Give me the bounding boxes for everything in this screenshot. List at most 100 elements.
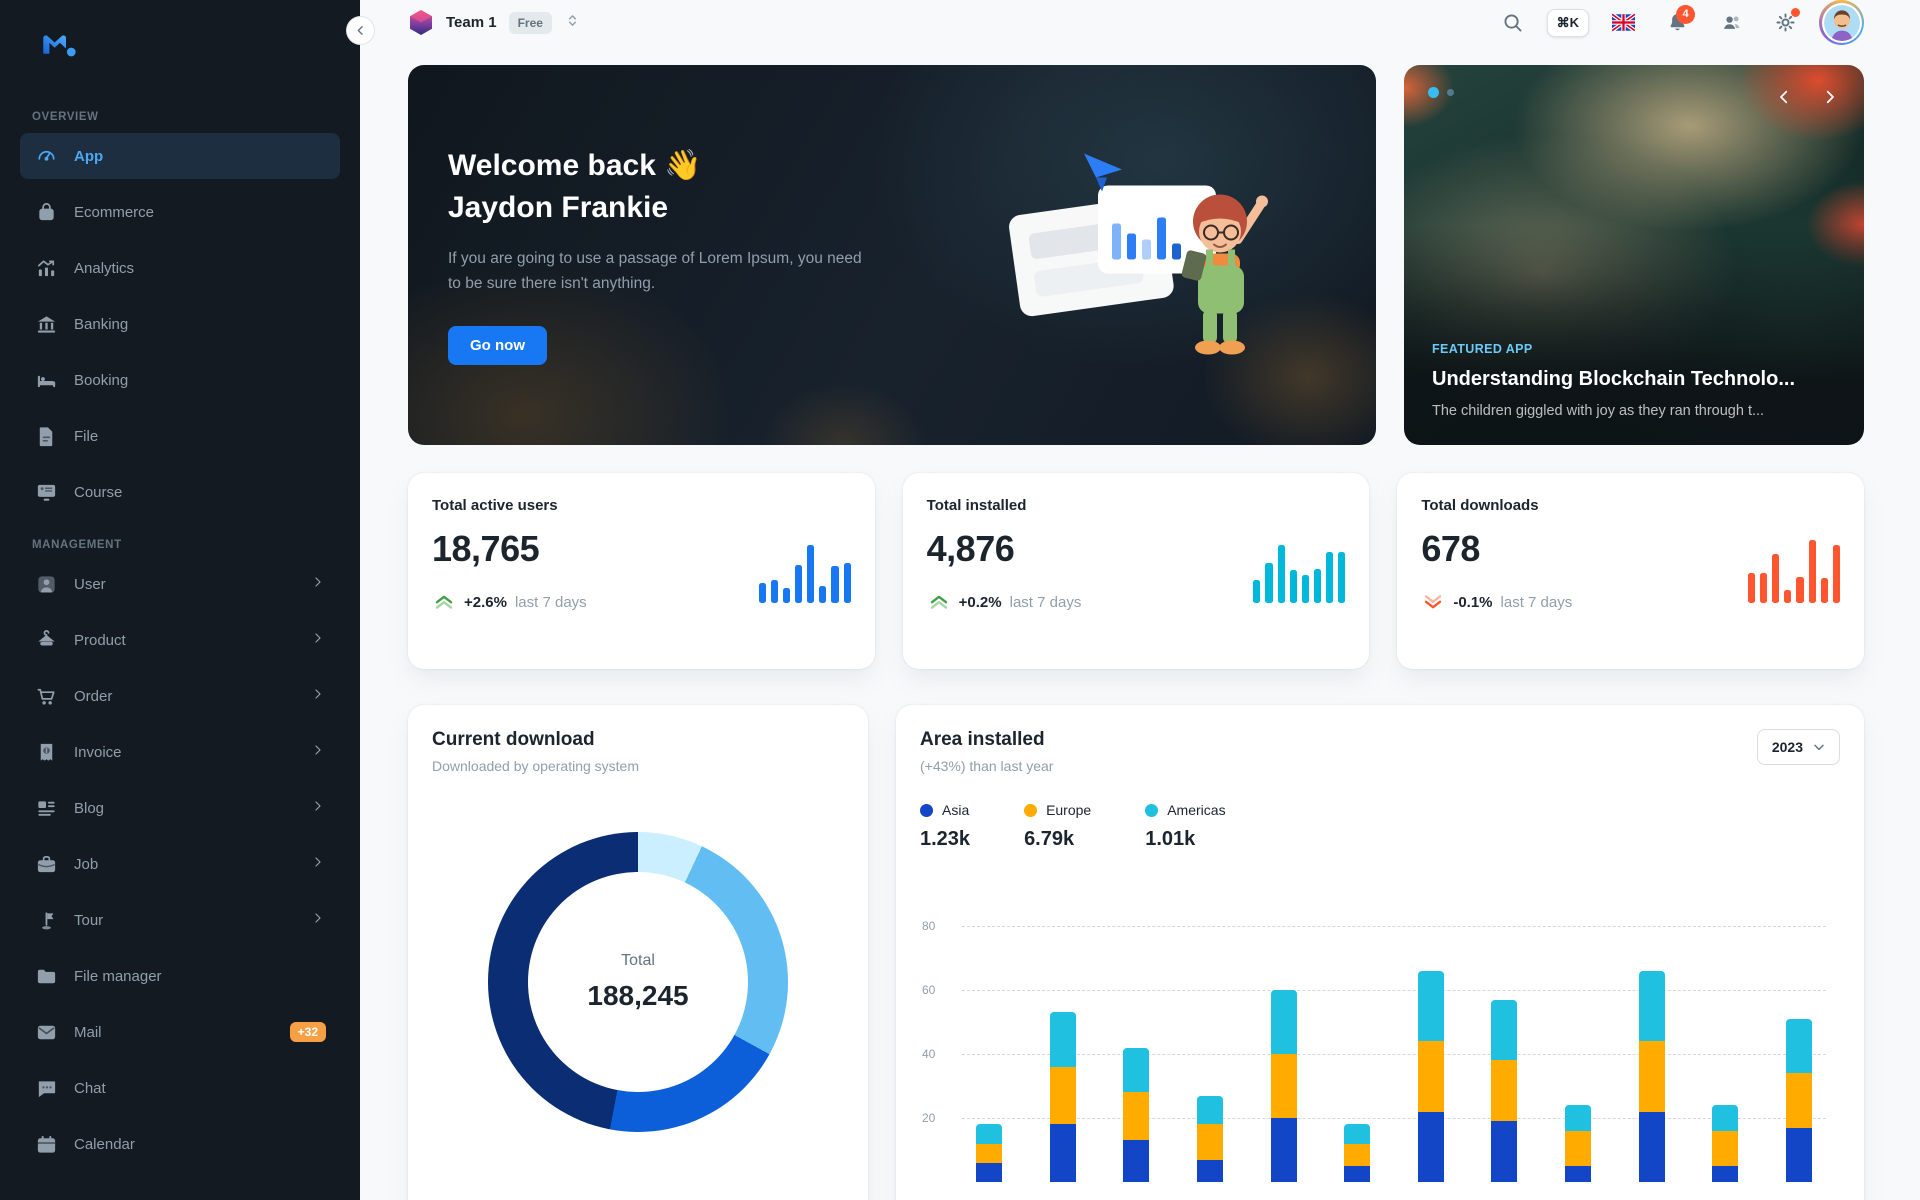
bar-segment-europe	[1344, 1143, 1371, 1166]
sidebar-item-banking[interactable]: Banking	[20, 301, 340, 347]
sidebar-item-course[interactable]: Course	[20, 469, 340, 515]
legend-label: Americas	[1167, 802, 1226, 818]
mini-bar	[1772, 553, 1780, 603]
sidebar-item-mail[interactable]: Mail +32	[20, 1009, 340, 1055]
sidebar-item-file-manager[interactable]: File manager	[20, 953, 340, 999]
sidebar-item-label: User	[74, 575, 106, 593]
mini-bar	[758, 583, 766, 603]
bar-segment-americas	[1638, 970, 1665, 1042]
language-button[interactable]	[1603, 3, 1643, 43]
stacked-bar	[976, 1124, 1002, 1182]
carousel-dots[interactable]	[1428, 87, 1454, 98]
sidebar-item-label: Ecommerce	[74, 203, 155, 221]
flag-icon	[41, 911, 53, 929]
sidebar-item-blog[interactable]: Blog	[20, 785, 340, 831]
stat-trend-period: last 7 days	[1500, 593, 1573, 611]
app-logo-icon[interactable]	[38, 24, 80, 66]
sidebar-item-product[interactable]: Product	[20, 617, 340, 663]
welcome-banner: Welcome back 👋 Jaydon Frankie If you are…	[408, 65, 1376, 445]
stat-label: Total active users	[432, 497, 558, 514]
sidebar-item-user[interactable]: User	[20, 561, 340, 607]
sidebar-item-file[interactable]: File	[20, 413, 340, 459]
gridline: 60	[922, 983, 1826, 997]
sidebar-item-order[interactable]: Order	[20, 673, 340, 719]
mini-bar	[1253, 579, 1261, 603]
nav-section-label: MANAGEMENT	[32, 539, 122, 551]
sidebar-item-chat[interactable]: Chat	[20, 1065, 340, 1111]
search-shortcut-badge[interactable]: ⌘K	[1546, 8, 1589, 37]
y-axis-tick: 20	[922, 1111, 936, 1125]
trend-up-icon	[930, 595, 947, 609]
user-avatar[interactable]	[1819, 0, 1864, 45]
sidebar-item-job[interactable]: Job	[20, 841, 340, 887]
sidebar-item-analytics[interactable]: Analytics	[20, 245, 340, 291]
carousel-dot[interactable]	[1447, 89, 1454, 96]
sidebar-item-label: File manager	[74, 967, 162, 985]
gauge-icon	[37, 150, 55, 161]
stat-card-total-active-users: Total active users 18,765 +2.6% last 7 days	[408, 473, 875, 669]
course-icon	[37, 484, 55, 501]
stat-value: 4,876	[926, 528, 1015, 569]
legend-label: Europe	[1046, 802, 1092, 818]
sidebar-item-booking[interactable]: Booking	[20, 357, 340, 403]
sidebar-item-label: Mail	[74, 1023, 102, 1041]
bar-segment-americas	[1344, 1124, 1371, 1144]
stacked-bar	[1049, 1012, 1076, 1182]
sidebar-item-label: Banking	[74, 315, 129, 333]
top-bar-actions: ⌘K 4	[1493, 0, 1864, 45]
chevron-right-icon	[315, 633, 321, 643]
mini-bar	[770, 579, 778, 603]
sidebar-item-app[interactable]: App	[20, 133, 340, 179]
mini-bar	[795, 564, 803, 603]
nav-section-label: OVERVIEW	[32, 111, 99, 123]
bar-segment-americas	[1417, 970, 1444, 1042]
stat-card-total-downloads: Total downloads 678 -0.1% last 7 days	[1397, 473, 1864, 669]
featured-app-card[interactable]: FEATURED APP Understanding Blockchain Te…	[1404, 65, 1864, 445]
workspace-switcher[interactable]: Team 1 Free	[408, 9, 581, 37]
sidebar-item-calendar[interactable]: Calendar	[20, 1121, 340, 1167]
sidebar-item-ecommerce[interactable]: Ecommerce	[20, 189, 340, 235]
trend-down-icon	[1425, 595, 1442, 609]
current-download-title: Current download	[432, 729, 595, 750]
legend-dot-icon	[1024, 803, 1038, 817]
contacts-icon	[1723, 16, 1739, 29]
search-button[interactable]	[1493, 3, 1533, 43]
featured-title[interactable]: Understanding Blockchain Technolo...	[1432, 368, 1795, 390]
carousel-prev-button[interactable]	[1770, 83, 1798, 111]
settings-button[interactable]	[1765, 3, 1805, 43]
mini-bar	[1313, 568, 1322, 603]
sidebar-nav: OVERVIEW App Ecommerce Analytics Banking Book…	[20, 97, 340, 1167]
carousel-dot-active[interactable]	[1428, 87, 1439, 98]
mini-bar	[1820, 577, 1828, 603]
mini-bar	[1265, 563, 1273, 603]
gear-icon	[1775, 13, 1795, 32]
mini-bar-chart	[1253, 537, 1346, 603]
sidebar-item-label: Tour	[74, 911, 104, 929]
blog-icon	[37, 800, 55, 816]
current-download-card: Current download Downloaded by operating…	[408, 705, 868, 1200]
year-select[interactable]: 2023	[1756, 729, 1840, 765]
bar-segment-europe	[1417, 1041, 1444, 1112]
go-now-button[interactable]: Go now	[448, 325, 547, 365]
booking-icon	[37, 375, 55, 387]
bar-segment-americas	[1565, 1105, 1591, 1131]
sidebar-item-label: Chat	[74, 1079, 106, 1097]
bar-segment-europe	[1491, 1060, 1518, 1122]
stat-trend-value: +2.6%	[464, 593, 507, 611]
bar-segment-asia	[1785, 1127, 1812, 1182]
notifications-button[interactable]: 4	[1657, 3, 1697, 43]
featured-description: The children giggled with joy as they ra…	[1432, 403, 1765, 419]
stacked-bar	[1491, 999, 1518, 1182]
stacked-bar	[1638, 970, 1665, 1182]
legend-dot-icon	[1145, 803, 1159, 817]
bar-segment-americas	[1123, 1047, 1150, 1093]
chevron-left-icon	[357, 26, 363, 35]
bar-segment-europe	[976, 1143, 1002, 1163]
avatar-image	[1823, 4, 1860, 41]
contacts-button[interactable]	[1711, 3, 1751, 43]
sidebar-item-tour[interactable]: Tour	[20, 897, 340, 943]
carousel-next-button[interactable]	[1816, 83, 1844, 111]
chevron-left-icon	[1780, 90, 1788, 104]
sidebar-item-invoice[interactable]: Invoice	[20, 729, 340, 775]
sidebar-collapse-button[interactable]	[346, 16, 375, 45]
